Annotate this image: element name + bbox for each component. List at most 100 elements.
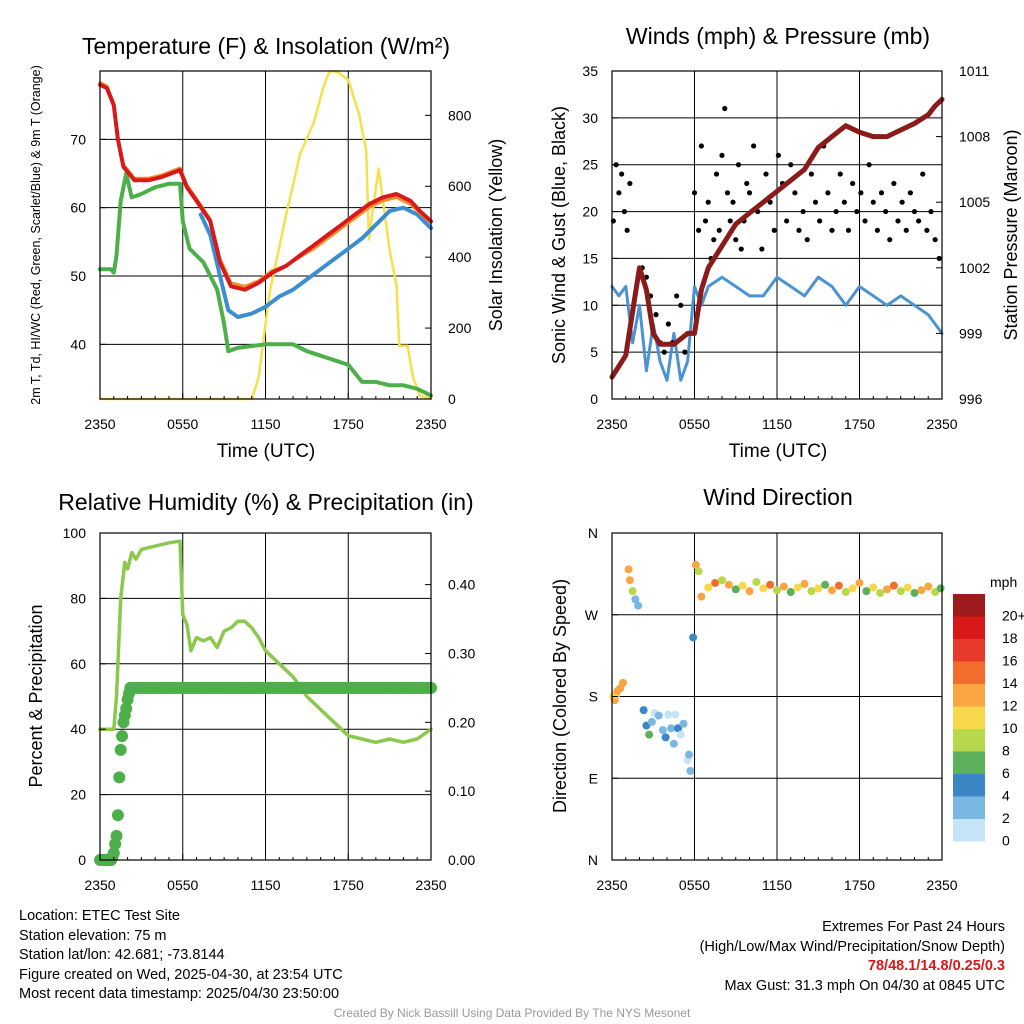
wind-direction-panel: Wind Direction N E S W N 2350 0550 1150 1750 2350… (550, 484, 1024, 893)
legend-swatch (953, 729, 985, 752)
x-tick-label: 1750 (333, 416, 364, 432)
gust-point (788, 162, 794, 168)
gust-point (627, 180, 633, 187)
gust-point (907, 190, 913, 196)
legend-swatch (953, 616, 985, 639)
credit-line: Created By Nick Bassill Using Data Provi… (333, 1006, 691, 1020)
direction-point (625, 576, 634, 585)
direction-point (936, 584, 945, 593)
direction-point (628, 587, 637, 596)
gust-point (678, 302, 684, 308)
direction-point (924, 582, 933, 591)
direction-point (814, 584, 823, 593)
gust-point (924, 227, 930, 233)
y-right-tick-label: 0.20 (448, 714, 475, 730)
direction-point (685, 750, 693, 759)
direction-point (800, 579, 809, 588)
gust-point (719, 152, 725, 158)
y-tick-label: 100 (63, 525, 87, 541)
y-right-tick-label: 0.10 (448, 783, 475, 799)
y-tick-label: 80 (70, 590, 86, 606)
y-tick-label: 60 (70, 656, 86, 672)
gust-point (759, 246, 765, 252)
extremes-subtitle: (High/Low/Max Wind/Precipitation/Snow De… (699, 938, 1005, 955)
x-tick-label: 2350 (926, 877, 957, 893)
extremes-title: Extremes For Past 24 Hours (822, 919, 1005, 935)
legend-label: 20+ (1002, 607, 1024, 623)
max-gust: Max Gust: 31.3 mph On 04/30 at 0845 UTC (724, 977, 1005, 994)
gust-point (808, 171, 814, 177)
direction-point (724, 580, 733, 589)
direction-point (671, 710, 680, 719)
gust-point (825, 190, 831, 196)
y-tick-label: 10 (582, 297, 598, 313)
gust-point (792, 190, 798, 196)
y-right-tick-label: 200 (448, 320, 472, 336)
y-right-tick-label: 400 (448, 249, 472, 265)
direction-point (910, 588, 919, 597)
gust-point (804, 237, 810, 243)
series-2m-t (98, 82, 433, 292)
x-tick-label: 0550 (679, 416, 710, 432)
station-elevation: Station elevation: 75 m (19, 927, 167, 944)
y-right-tick-label: 600 (448, 178, 472, 194)
legend-label: 16 (1002, 652, 1018, 668)
direction-point (654, 711, 663, 720)
humidity-title: Relative Humidity (%) & Precipitation (i… (58, 489, 473, 515)
gust-point (812, 199, 819, 205)
x-tick-label: 0550 (167, 416, 198, 432)
legend-label: 2 (1002, 810, 1010, 826)
x-tick-label: 2350 (415, 877, 446, 893)
gust-point (887, 237, 893, 243)
direction-point (669, 739, 678, 748)
gust-point (870, 199, 876, 205)
gust-point (735, 162, 742, 168)
direction-point (631, 595, 640, 604)
legend-swatch (953, 774, 985, 797)
insolation-y-axis-label: Solar Insolation (Yellow) (486, 139, 506, 331)
series-heat-index-wind-chill (198, 205, 433, 319)
gust-point (829, 227, 835, 233)
x-tick-label: 2350 (415, 416, 446, 432)
gust-point (744, 180, 750, 187)
gust-point (771, 227, 777, 233)
gust-point (817, 218, 823, 224)
station-latlon: Station lat/lon: 42.681; -73.8144 (19, 947, 225, 963)
pressure-y-axis-label: Station Pressure (Maroon) (1001, 129, 1021, 340)
series-relative-humidity (98, 539, 433, 745)
legend-label: 12 (1002, 697, 1018, 713)
y-right-tick-label: 0.00 (448, 852, 475, 868)
x-tick-label: 2350 (596, 877, 627, 893)
direction-tick-label: S (589, 689, 598, 705)
direction-point (883, 585, 891, 594)
direction-point (834, 581, 843, 590)
extremes-info: Extremes For Past 24 Hours (High/Low/Max… (700, 918, 1005, 996)
y-tick-label: 5 (590, 344, 598, 360)
gust-point (784, 218, 790, 224)
gust-point (874, 227, 880, 233)
precip-point (114, 743, 127, 756)
series-station-pressure (609, 96, 945, 380)
y-tick-label: 40 (70, 336, 86, 352)
gust-point (661, 349, 667, 355)
series-insolation (98, 69, 433, 401)
gust-point (928, 208, 934, 215)
gust-point (895, 218, 901, 224)
gust-point (833, 208, 839, 215)
legend-swatch (953, 684, 985, 707)
y-right-tick-label: 1002 (959, 260, 990, 276)
gust-point (903, 227, 909, 233)
y-right-tick-label: 996 (959, 391, 983, 407)
direction-point (869, 583, 878, 592)
legend-label: 18 (1002, 630, 1018, 646)
y-tick-label: 50 (70, 268, 86, 284)
most-recent-data: Most recent data timestamp: 2025/04/30 2… (19, 986, 340, 1002)
figure-created: Figure created on Wed, 2025-04-30, at 23… (19, 966, 343, 983)
direction-point (807, 587, 816, 596)
gust-point (653, 312, 659, 318)
legend-swatch (953, 751, 985, 774)
gust-point (866, 162, 872, 168)
speed-legend: mph 20+ 18 16 14 12 10 8 6 4 2 0 (953, 574, 1024, 848)
direction-point (667, 724, 676, 733)
gust-point (624, 227, 630, 233)
